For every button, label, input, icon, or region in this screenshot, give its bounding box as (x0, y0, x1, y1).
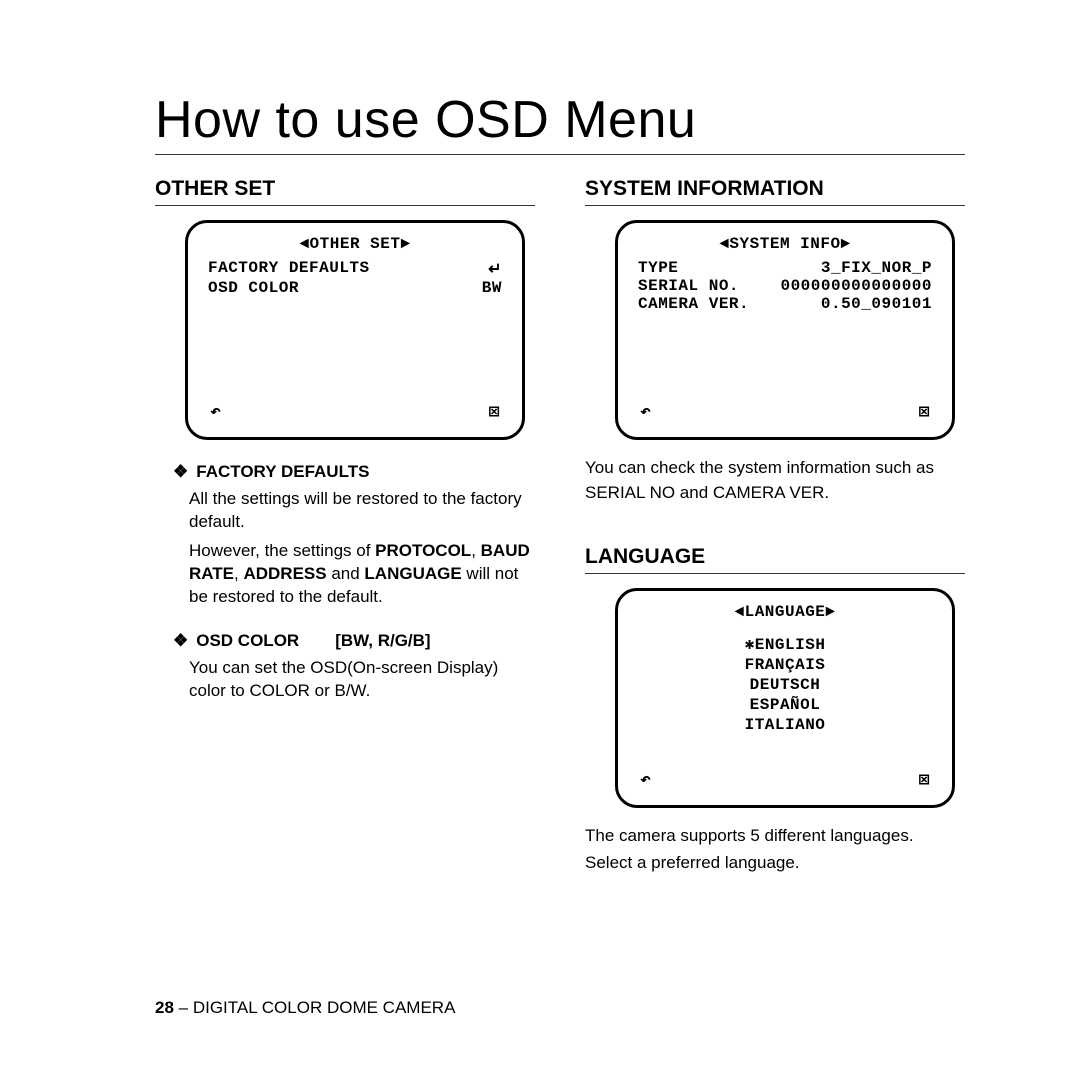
back-icon: ↶ (210, 401, 221, 423)
left-column: OTHER SET ◄OTHER SET► FACTORY DEFAULTS ↵… (155, 177, 535, 876)
section-system-info: SYSTEM INFORMATION (585, 177, 965, 206)
osd-value: 000000000000000 (780, 277, 932, 295)
osd-title: ◄LANGUAGE► (638, 603, 932, 621)
osd-system-info: ◄SYSTEM INFO► TYPE 3_FIX_NOR_P SERIAL NO… (615, 220, 955, 440)
language-desc-1: The camera supports 5 different language… (585, 824, 965, 849)
close-icon: ⊠ (919, 769, 930, 791)
osd-label: OSD COLOR (208, 279, 299, 297)
item-osd-color-options: [BW, R/G/B] (335, 631, 430, 651)
osd-row: CAMERA VER. 0.50_090101 (638, 295, 932, 313)
body-text: However, the settings of PROTOCOL, BAUD … (189, 540, 535, 609)
osd-value: 3_FIX_NOR_P (821, 259, 932, 277)
page-number: 28 (155, 998, 174, 1017)
section-other-set: OTHER SET (155, 177, 535, 206)
item-factory-defaults: FACTORY DEFAULTS (196, 462, 369, 482)
osd-language: ◄LANGUAGE► ✱ENGLISH FRANÇAIS DEUTSCH ESP… (615, 588, 955, 808)
close-icon: ⊠ (489, 401, 500, 423)
osd-title: ◄SYSTEM INFO► (638, 235, 932, 253)
osd-value: 0.50_090101 (821, 295, 932, 313)
osd-row: TYPE 3_FIX_NOR_P (638, 259, 932, 277)
enter-icon: ↵ (488, 259, 502, 279)
back-icon: ↶ (640, 769, 651, 791)
bullet-icon: ❖ (173, 631, 188, 651)
section-language: LANGUAGE (585, 545, 965, 574)
osd-row: FACTORY DEFAULTS ↵ (208, 259, 502, 279)
item-osd-color: OSD COLOR (196, 631, 299, 651)
osd-label: CAMERA VER. (638, 295, 749, 313)
page-title: How to use OSD Menu (155, 90, 965, 155)
osd-row: OSD COLOR BW (208, 279, 502, 297)
close-icon: ⊠ (919, 401, 930, 423)
osd-label: SERIAL NO. (638, 277, 739, 295)
right-column: SYSTEM INFORMATION ◄SYSTEM INFO► TYPE 3_… (585, 177, 965, 876)
back-icon: ↶ (640, 401, 651, 423)
language-list: ✱ENGLISH FRANÇAIS DEUTSCH ESPAÑOL ITALIA… (638, 635, 932, 735)
body-text: You can set the OSD(On-screen Display) c… (189, 657, 535, 703)
osd-title: ◄OTHER SET► (208, 235, 502, 253)
body-text: All the settings will be restored to the… (189, 488, 535, 534)
osd-label: TYPE (638, 259, 678, 277)
osd-row: SERIAL NO. 000000000000000 (638, 277, 932, 295)
bullet-icon: ❖ (173, 462, 188, 482)
language-desc-2: Select a preferred language. (585, 851, 965, 876)
footer-label: DIGITAL COLOR DOME CAMERA (193, 998, 456, 1017)
page-footer: 28 – DIGITAL COLOR DOME CAMERA (155, 998, 455, 1018)
osd-other-set: ◄OTHER SET► FACTORY DEFAULTS ↵ OSD COLOR… (185, 220, 525, 440)
osd-label: FACTORY DEFAULTS (208, 259, 370, 279)
osd-value: BW (482, 279, 502, 297)
system-info-desc: You can check the system information suc… (585, 456, 965, 505)
